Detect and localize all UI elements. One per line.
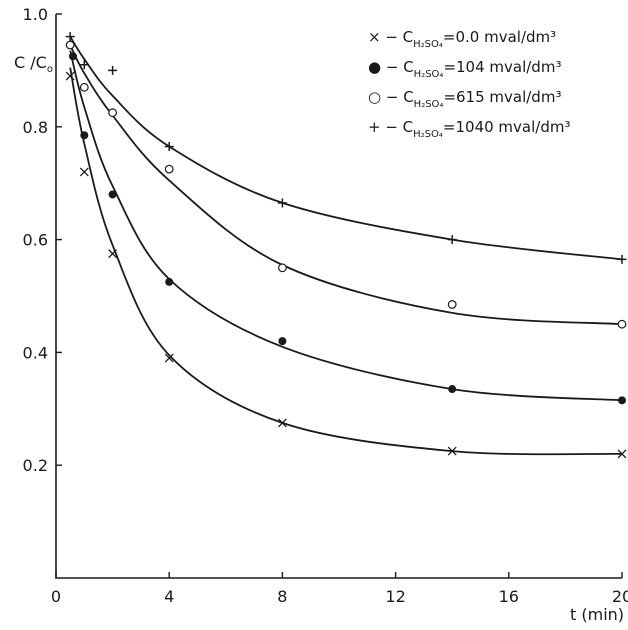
- data-point: [80, 131, 89, 140]
- data-point: [617, 319, 627, 329]
- series-points-4: [65, 32, 627, 264]
- y-tick-label: 0.6: [23, 231, 48, 250]
- legend-subscript: H₂SO₄: [413, 39, 443, 50]
- legend-prefix: ○ − C: [368, 88, 414, 106]
- legend: × − CH₂SO₄=0.0 mval/dm³● − CH₂SO₄=104 mv…: [368, 28, 570, 140]
- y-tick-label: 1.0: [23, 5, 48, 24]
- x-tick-label: 4: [164, 587, 174, 606]
- data-point: [165, 277, 174, 286]
- marker-stroke: [277, 418, 287, 428]
- x-tick-label: 12: [385, 587, 405, 606]
- marker-stroke: [65, 71, 75, 81]
- legend-suffix: =104 mval/dm³: [443, 58, 561, 76]
- y-axis-label-main: C /C: [14, 53, 47, 72]
- series-curve-3: [69, 44, 623, 326]
- legend-suffix: =0.0 mval/dm³: [443, 28, 556, 46]
- marker-stroke: [79, 167, 89, 177]
- data-point: [68, 52, 77, 61]
- series-curve-2: [69, 50, 623, 402]
- data-point: [617, 449, 627, 459]
- legend-subscript: H₂SO₄: [414, 69, 444, 80]
- series-curve-4: [69, 36, 623, 261]
- data-point: [447, 235, 457, 245]
- data-point: [278, 263, 287, 273]
- data-point: [79, 167, 89, 177]
- legend-subscript: H₂SO₄: [413, 129, 443, 140]
- ticks: 0 4 8 12 16 20 0.2 0.4 0.6 0.8 1.0: [23, 5, 628, 606]
- data-point: [617, 254, 627, 264]
- data-point: [65, 32, 75, 42]
- data-point: [164, 164, 174, 174]
- data-point: [164, 353, 174, 363]
- marker-stroke: [617, 449, 627, 459]
- y-axis-label: C /Co: [14, 53, 53, 75]
- marker-stroke: [164, 353, 174, 363]
- data-point: [277, 198, 287, 208]
- series-points-1: [65, 71, 627, 459]
- marker-stroke: [108, 249, 118, 259]
- legend-suffix: =615 mval/dm³: [443, 88, 561, 106]
- marker-stroke: [447, 446, 457, 456]
- x-axis-label: t (min): [570, 605, 624, 624]
- data-point: [65, 71, 75, 81]
- series-points-2: [68, 52, 626, 405]
- series-points-3: [65, 40, 627, 329]
- y-axis-label-sub: o: [47, 64, 53, 75]
- y-tick-label: 0.8: [23, 118, 48, 137]
- data-point: [278, 337, 287, 346]
- legend-entry-3: ○ − CH₂SO₄=615 mval/dm³: [368, 88, 561, 110]
- legend-prefix: + − C: [368, 118, 413, 136]
- legend-prefix: × − C: [368, 28, 413, 46]
- data-point: [447, 446, 457, 456]
- data-point: [164, 142, 174, 152]
- data-point: [108, 190, 117, 199]
- data-point: [108, 65, 118, 75]
- legend-suffix: =1040 mval/dm³: [443, 118, 571, 136]
- data-point: [277, 418, 287, 428]
- legend-entry-2: ● − CH₂SO₄=104 mval/dm³: [368, 58, 561, 80]
- data-point: [447, 300, 457, 309]
- x-tick-label: 20: [612, 587, 628, 606]
- series-curve-1: [69, 67, 623, 456]
- x-tick-label: 0: [51, 587, 61, 606]
- y-tick-label: 0.2: [23, 456, 48, 475]
- series-markers: [65, 32, 627, 459]
- data-point: [108, 249, 118, 259]
- data-point: [79, 60, 89, 70]
- data-point: [618, 396, 626, 405]
- legend-prefix: ● − C: [368, 58, 414, 76]
- data-point: [448, 385, 457, 394]
- legend-entry-4: + − CH₂SO₄=1040 mval/dm³: [368, 118, 570, 140]
- x-tick-label: 8: [277, 587, 287, 606]
- y-tick-label: 0.4: [23, 343, 48, 362]
- legend-subscript: H₂SO₄: [414, 99, 444, 110]
- data-point: [79, 82, 89, 92]
- series-curves: [69, 36, 623, 456]
- data-point: [65, 40, 75, 50]
- data-point: [108, 108, 117, 118]
- x-tick-label: 16: [499, 587, 519, 606]
- legend-entry-1: × − CH₂SO₄=0.0 mval/dm³: [368, 28, 556, 50]
